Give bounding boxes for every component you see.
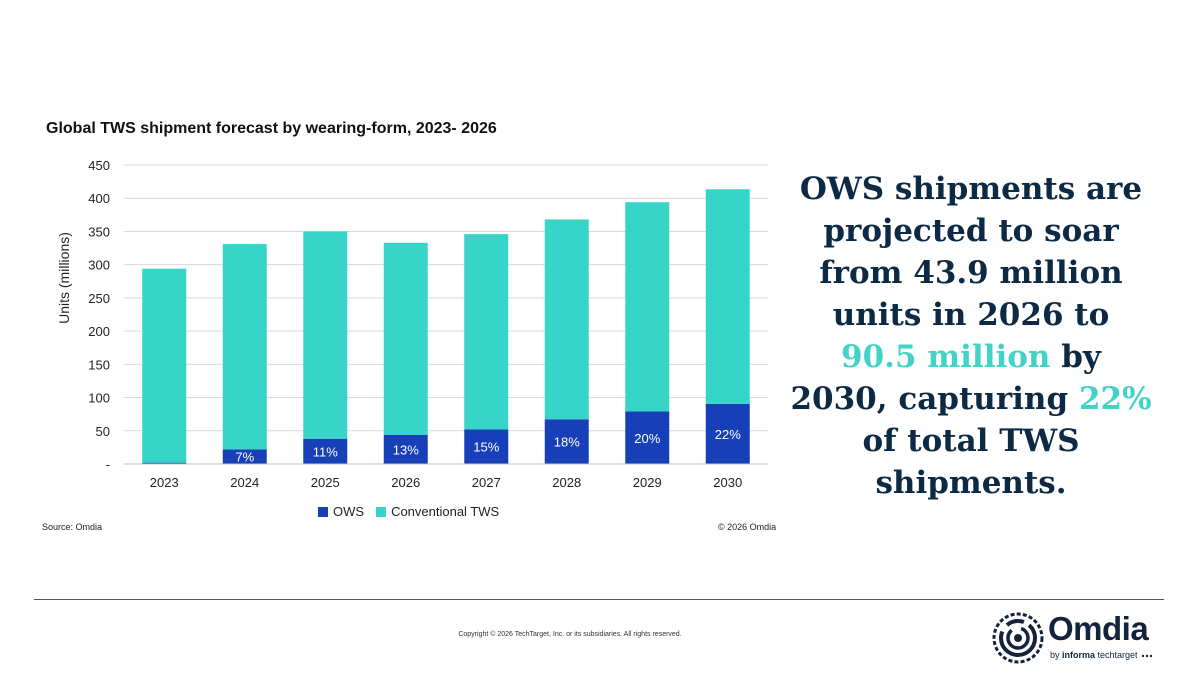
headline-text: OWS shipments are projected to soar from… (790, 168, 1152, 504)
legend-label-ows: OWS (333, 504, 365, 519)
headline-highlight-volume: 90.5 million (841, 339, 1051, 375)
bar-conventional-2030 (705, 189, 750, 404)
bar-ows-2029 (625, 411, 670, 464)
y-tick-label: 250 (88, 291, 110, 306)
x-tick-label: 2023 (150, 475, 179, 490)
bar-ows-2026 (383, 434, 428, 464)
headline-part1: OWS shipments are projected to soar from… (799, 171, 1143, 333)
bar-conventional-2026 (383, 242, 428, 435)
x-tick-label: 2025 (311, 475, 340, 490)
x-tick-label: 2030 (713, 475, 742, 490)
y-tick-label: 150 (88, 357, 110, 372)
legend-swatch-conventional (376, 506, 387, 517)
data-label-2026: 13% (393, 442, 419, 457)
legend-item-ows: OWS (318, 504, 364, 519)
bar-ows-2024 (222, 449, 267, 464)
legend-swatch-ows (318, 506, 328, 517)
headline-part2: by 2030, capturing (790, 339, 1101, 417)
bar-conventional-2027 (464, 234, 509, 430)
bar-ows-2023 (142, 462, 187, 464)
x-axis: 2023 2024 2025 2026 2027 2028 2029 2030 (124, 463, 768, 490)
y-axis: - 50 100 150 200 250 300 350 400 450 (88, 158, 110, 472)
bar-conventional-2028 (544, 219, 589, 420)
y-tick-label: 50 (96, 424, 110, 439)
dots-icon (1141, 654, 1152, 657)
y-tick-label: - (106, 457, 110, 472)
y-tick-label: 400 (88, 191, 110, 206)
source-note: Source: Omdia (42, 522, 103, 532)
data-label-2024: 7% (235, 450, 254, 465)
bar-ows-2025 (303, 438, 348, 464)
x-tick-label: 2027 (472, 475, 501, 490)
data-label-2027: 15% (473, 440, 499, 455)
bar-ows-2027 (464, 429, 509, 464)
headline-highlight-share: 22% (1078, 381, 1152, 417)
x-tick-label: 2026 (391, 475, 420, 490)
bar-conventional-2024 (222, 244, 267, 450)
legend-item-conventional: Conventional TWS (376, 504, 499, 519)
legend-label-conventional: Conventional TWS (391, 504, 500, 519)
x-tick-label: 2029 (633, 475, 662, 490)
data-labels: 7% 11% 13% 15% 18% 20% 22% (235, 427, 741, 465)
data-label-2030: 22% (715, 427, 741, 442)
bar-conventional-2025 (303, 231, 348, 439)
footer-divider (34, 599, 1164, 600)
omdia-logo: Omdia by informa techtarget (990, 610, 1165, 666)
gridlines (124, 164, 768, 432)
bar-conventional-2023 (142, 268, 187, 463)
omdia-logo-word: Omdia (1048, 610, 1149, 647)
headline-part3: of total TWS shipments. (862, 423, 1080, 501)
bar-conventional-2029 (625, 202, 670, 412)
chart-copyright: © 2026 Omdia (718, 522, 777, 532)
omdia-logo-mark-icon (992, 612, 1044, 664)
data-label-2028: 18% (554, 435, 580, 450)
legend: OWS Conventional TWS (318, 504, 511, 519)
y-tick-label: 450 (88, 158, 110, 173)
chart-title: Global TWS shipment forecast by wearing-… (46, 120, 497, 137)
x-tick-label: 2028 (552, 475, 581, 490)
bars (142, 189, 750, 464)
footer-copyright: Copyright © 2026 TechTarget, Inc. or its… (458, 631, 682, 638)
y-tick-label: 300 (88, 258, 110, 273)
data-label-2025: 11% (313, 444, 338, 459)
y-tick-label: 200 (88, 324, 110, 339)
omdia-logo-subline: by informa techtarget (1050, 650, 1153, 660)
y-tick-label: 350 (88, 224, 110, 239)
y-axis-label: Units (millions) (56, 232, 72, 324)
x-tick-label: 2024 (230, 475, 259, 490)
data-label-2029: 20% (634, 431, 660, 446)
bar-ows-2028 (544, 419, 589, 464)
y-tick-label: 100 (88, 391, 110, 406)
bar-ows-2030 (705, 403, 750, 464)
